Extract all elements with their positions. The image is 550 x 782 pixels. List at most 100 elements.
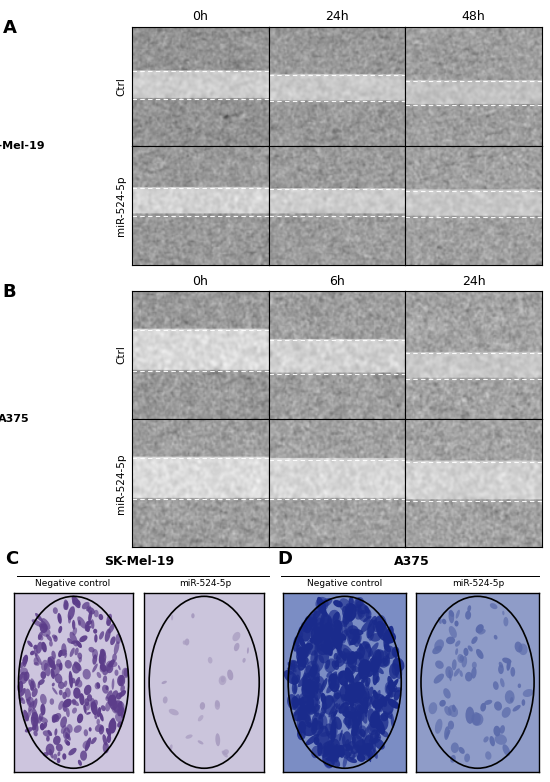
Ellipse shape (67, 638, 72, 644)
Ellipse shape (345, 667, 354, 683)
Ellipse shape (92, 649, 98, 659)
Ellipse shape (92, 655, 97, 665)
Ellipse shape (384, 645, 395, 659)
Ellipse shape (117, 722, 122, 727)
Ellipse shape (300, 645, 310, 660)
Ellipse shape (364, 605, 370, 614)
Ellipse shape (371, 649, 382, 673)
Ellipse shape (357, 677, 365, 692)
Ellipse shape (316, 640, 321, 652)
Ellipse shape (389, 663, 399, 679)
Ellipse shape (293, 711, 300, 721)
Ellipse shape (343, 651, 355, 660)
Ellipse shape (25, 709, 32, 722)
Ellipse shape (318, 683, 323, 694)
Ellipse shape (342, 731, 351, 748)
Ellipse shape (349, 682, 364, 703)
Ellipse shape (444, 706, 452, 716)
Ellipse shape (321, 742, 331, 755)
Ellipse shape (354, 683, 361, 692)
Ellipse shape (318, 712, 325, 719)
Ellipse shape (371, 712, 379, 724)
Ellipse shape (300, 705, 307, 714)
Ellipse shape (39, 624, 44, 629)
Ellipse shape (46, 634, 52, 641)
Ellipse shape (320, 678, 328, 692)
Ellipse shape (120, 685, 125, 692)
Ellipse shape (101, 705, 106, 711)
Ellipse shape (345, 739, 349, 747)
Ellipse shape (359, 659, 372, 673)
Ellipse shape (334, 633, 340, 649)
Ellipse shape (377, 714, 388, 731)
Ellipse shape (344, 672, 349, 680)
Ellipse shape (298, 635, 306, 651)
Ellipse shape (348, 633, 358, 645)
Ellipse shape (328, 673, 340, 692)
Ellipse shape (309, 669, 315, 680)
Ellipse shape (89, 647, 95, 652)
Ellipse shape (39, 679, 45, 685)
Ellipse shape (87, 607, 95, 615)
Ellipse shape (23, 657, 26, 667)
Ellipse shape (352, 691, 361, 704)
Ellipse shape (344, 751, 351, 757)
Ellipse shape (343, 755, 348, 768)
Ellipse shape (515, 641, 522, 652)
Ellipse shape (359, 665, 369, 683)
Ellipse shape (379, 691, 393, 707)
Ellipse shape (111, 691, 118, 699)
Ellipse shape (54, 728, 57, 736)
Ellipse shape (352, 734, 366, 755)
Ellipse shape (163, 697, 168, 704)
Ellipse shape (311, 685, 316, 691)
Ellipse shape (500, 725, 505, 734)
Ellipse shape (344, 712, 355, 729)
Ellipse shape (358, 604, 370, 622)
Ellipse shape (359, 689, 365, 696)
Ellipse shape (505, 691, 515, 704)
Ellipse shape (293, 665, 301, 683)
Ellipse shape (340, 694, 351, 705)
Ellipse shape (84, 698, 90, 706)
Ellipse shape (367, 687, 373, 699)
Ellipse shape (349, 651, 355, 664)
Ellipse shape (72, 700, 79, 706)
Ellipse shape (74, 662, 81, 671)
Ellipse shape (331, 673, 337, 685)
Ellipse shape (99, 725, 104, 734)
Ellipse shape (296, 645, 303, 654)
Ellipse shape (46, 736, 50, 741)
Ellipse shape (297, 704, 309, 722)
Ellipse shape (490, 603, 497, 609)
Ellipse shape (116, 693, 122, 700)
Ellipse shape (358, 688, 370, 705)
Ellipse shape (52, 683, 55, 687)
Ellipse shape (346, 693, 353, 701)
Ellipse shape (333, 704, 340, 718)
Ellipse shape (72, 595, 80, 608)
Ellipse shape (28, 701, 35, 712)
Ellipse shape (78, 760, 82, 766)
Ellipse shape (312, 620, 318, 629)
Ellipse shape (59, 662, 63, 671)
Ellipse shape (298, 625, 311, 642)
Ellipse shape (63, 601, 68, 610)
Ellipse shape (315, 688, 321, 701)
Ellipse shape (380, 696, 387, 707)
Ellipse shape (519, 644, 527, 655)
Ellipse shape (64, 739, 70, 746)
Ellipse shape (311, 691, 316, 698)
Ellipse shape (60, 716, 67, 728)
Ellipse shape (320, 731, 333, 737)
Text: miR-524-5p: miR-524-5p (117, 453, 126, 514)
Ellipse shape (329, 683, 339, 690)
Ellipse shape (502, 611, 504, 615)
Ellipse shape (370, 711, 381, 728)
Ellipse shape (351, 730, 356, 744)
Ellipse shape (333, 600, 343, 608)
Ellipse shape (354, 682, 366, 695)
Ellipse shape (359, 687, 370, 705)
Ellipse shape (215, 700, 220, 707)
Ellipse shape (343, 694, 353, 706)
